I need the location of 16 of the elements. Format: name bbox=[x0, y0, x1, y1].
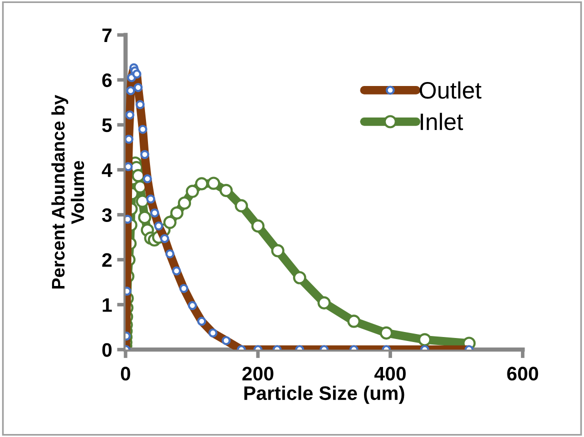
y-tick-label: 7 bbox=[102, 28, 112, 42]
y-tick-label: 2 bbox=[102, 253, 112, 267]
x-tick-label: 200 bbox=[242, 366, 274, 381]
y-axis-title: Percent Abundance by Volume bbox=[51, 94, 84, 289]
x-tick-label: 600 bbox=[507, 366, 538, 381]
y-tick-label: 0 bbox=[102, 343, 112, 357]
legend-label: Outlet bbox=[420, 81, 482, 99]
y-tick-label: 5 bbox=[102, 118, 112, 132]
y-tick-label: 4 bbox=[102, 163, 112, 177]
y-tick-label: 3 bbox=[102, 208, 112, 222]
y-tick-label: 6 bbox=[102, 73, 112, 88]
y-tick-label: 1 bbox=[102, 298, 112, 312]
legend-label: Inlet bbox=[420, 112, 464, 130]
x-axis-title: Particle Size (um) bbox=[244, 386, 404, 404]
x-tick-label: 400 bbox=[374, 366, 406, 381]
x-tick-label: 0 bbox=[120, 366, 130, 381]
